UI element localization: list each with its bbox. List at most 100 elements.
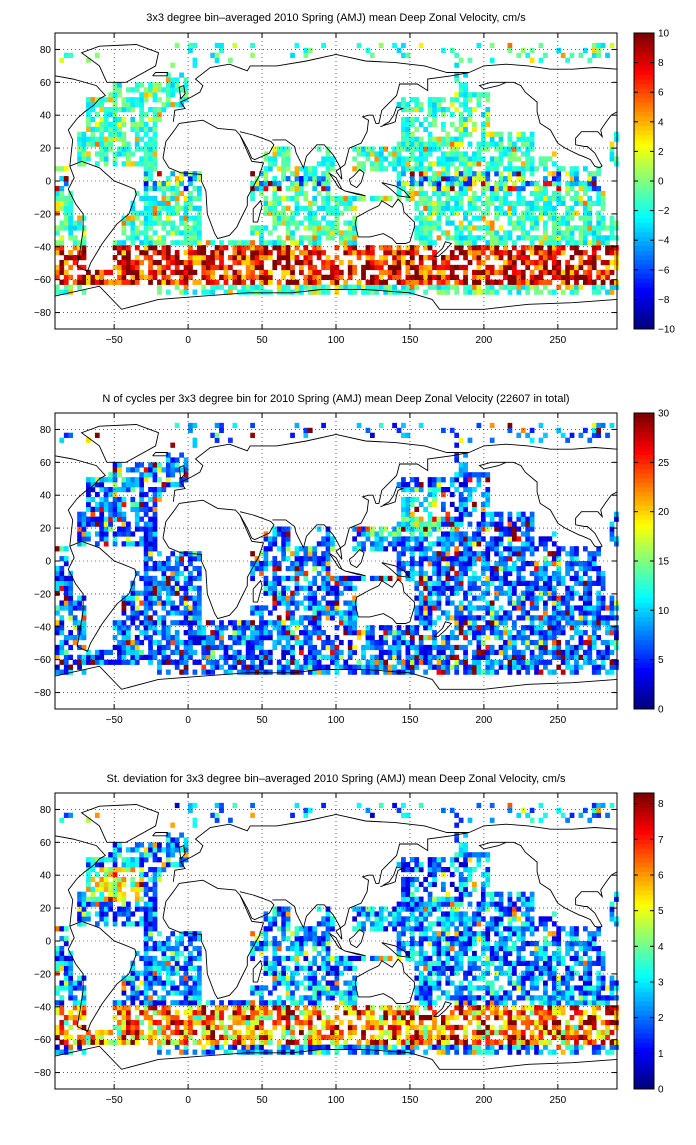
bin-cell (432, 541, 437, 546)
bin-cell (139, 487, 144, 492)
bin-cell (210, 250, 215, 255)
bin-cell (117, 92, 122, 97)
bin-cell (543, 645, 548, 650)
bin-cell (175, 206, 180, 211)
bin-cell (454, 191, 459, 196)
bin-cell (450, 502, 455, 507)
bin-cell (419, 571, 424, 576)
bin-cell (565, 206, 570, 211)
bin-cell (321, 265, 326, 270)
bin-cell (410, 250, 415, 255)
bin-cell (157, 670, 162, 675)
bin-cell (246, 270, 251, 275)
bin-cell (153, 650, 158, 655)
bin-cell (135, 660, 140, 665)
bin-cell (508, 48, 513, 53)
bin-cell (64, 285, 69, 290)
bin-cell (410, 566, 415, 571)
bin-cell (468, 546, 473, 551)
bin-cell (166, 645, 171, 650)
bin-cell (406, 645, 411, 650)
bin-cell (565, 571, 570, 576)
bin-cell (450, 275, 455, 280)
bin-cell (246, 255, 251, 260)
bin-cell (463, 275, 468, 280)
bin-cell (499, 536, 504, 541)
bin-cell (485, 610, 490, 615)
bin-cell (232, 245, 237, 250)
bin-cell (410, 645, 415, 650)
bin-cell (321, 561, 326, 566)
bin-cell (259, 625, 264, 630)
bin-cell (272, 220, 277, 225)
bin-cell (366, 151, 371, 156)
bin-cell (108, 507, 113, 512)
bin-cell (610, 250, 615, 255)
bin-cell (610, 526, 615, 531)
bin-cell (361, 665, 366, 670)
bin-cell (68, 615, 73, 620)
bin-cell (583, 571, 588, 576)
bin-cell (126, 265, 131, 270)
bin-cell (126, 156, 131, 161)
bin-cell (135, 605, 140, 610)
bin-cell (583, 600, 588, 605)
bin-cell (579, 196, 584, 201)
bin-cell (299, 620, 304, 625)
bin-cell (437, 285, 442, 290)
bin-cell (556, 650, 561, 655)
bin-cell (543, 620, 548, 625)
bin-cell (144, 551, 149, 556)
bin-cell (503, 211, 508, 216)
bin-cell (508, 645, 513, 650)
bin-cell (321, 645, 326, 650)
colorbar-step (634, 93, 654, 98)
bin-cell (148, 235, 153, 240)
bin-cell (268, 280, 273, 285)
bin-cell (193, 186, 198, 191)
bin-cell (552, 561, 557, 566)
bin-cell (104, 660, 109, 665)
bin-cell (68, 655, 73, 660)
bin-cell (547, 216, 552, 221)
bin-cell (428, 166, 433, 171)
bin-cell (419, 600, 424, 605)
bin-cell (419, 635, 424, 640)
bin-cell (428, 556, 433, 561)
bin-cell (445, 151, 450, 156)
bin-cell (397, 151, 402, 156)
bin-cell (139, 650, 144, 655)
bin-cell (348, 285, 353, 290)
bin-cell (525, 625, 530, 630)
bin-cell (414, 522, 419, 527)
bin-cell (122, 522, 127, 527)
bin-cell (437, 536, 442, 541)
bin-cell (237, 240, 242, 245)
bin-cell (414, 161, 419, 166)
bin-cell (516, 156, 521, 161)
bin-cell (295, 196, 300, 201)
bin-cell (539, 640, 544, 645)
bin-cell (166, 591, 171, 596)
bin-cell (281, 156, 286, 161)
bin-cell (99, 146, 104, 151)
bin-cell (450, 561, 455, 566)
bin-cell (335, 285, 340, 290)
bin-cell (144, 625, 149, 630)
bin-cell (130, 122, 135, 127)
bin-cell (579, 576, 584, 581)
bin-cell (312, 240, 317, 245)
colorbar-step (634, 135, 654, 140)
bin-cell (157, 551, 162, 556)
bin-cell (419, 645, 424, 650)
bin-cell (601, 586, 606, 591)
bin-cell (485, 546, 490, 551)
bin-cell (530, 181, 535, 186)
bin-cell (410, 512, 415, 517)
bin-cell (370, 526, 375, 531)
bin-cell (317, 235, 322, 240)
bin-cell (516, 630, 521, 635)
bin-cell (583, 581, 588, 586)
bin-cell (268, 635, 273, 640)
bin-cell (561, 280, 566, 285)
